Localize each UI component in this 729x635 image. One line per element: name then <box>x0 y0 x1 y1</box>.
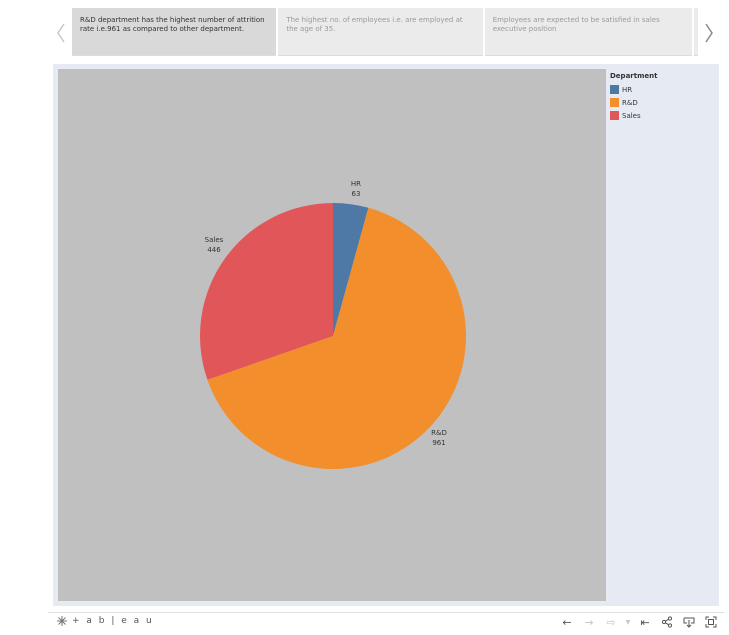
dropdown-icon: ▼ <box>625 618 631 626</box>
legend-label-sales: Sales <box>622 111 641 120</box>
redo-button[interactable]: → <box>580 614 598 630</box>
pie-slice-sales[interactable] <box>199 203 333 380</box>
reset-button[interactable]: ⇤ <box>636 614 654 630</box>
legend-swatch-rd <box>610 98 619 107</box>
story-point-3[interactable]: Employees are expected to be satisfied i… <box>484 8 693 56</box>
story-point-4[interactable] <box>694 8 698 56</box>
fullscreen-button[interactable] <box>702 614 720 630</box>
legend-item-hr[interactable]: HR <box>610 83 710 96</box>
slice-label-value-sales: 446 <box>207 246 221 254</box>
dashboard-panel: HR 63 R&D 961 Sales 446 Department HR R&D Sal… <box>53 64 719 606</box>
legend-title: Department <box>610 72 658 80</box>
pie-slice-hr[interactable] <box>333 203 369 336</box>
toolbar-actions: ← → ⇨ ▼ ⇤ <box>558 614 720 630</box>
slice-label-name-hr: HR <box>351 180 361 188</box>
tableau-logo[interactable]: + a b | e a u <box>56 615 154 627</box>
department-legend: Department HR R&D Sales <box>610 72 710 122</box>
reset-icon: ⇤ <box>640 615 650 629</box>
story-navigator: R&D department has the highest number of… <box>50 8 720 58</box>
slice-label-name-sales: Sales <box>205 236 224 244</box>
chevron-left-icon <box>57 23 65 43</box>
fullscreen-icon <box>705 616 717 628</box>
undo-icon: ← <box>562 615 572 629</box>
story-point-1-text: R&D department has the highest number of… <box>80 16 265 33</box>
pie-slice-rd[interactable] <box>207 207 467 470</box>
revert-icon: ⇨ <box>606 615 616 629</box>
viz-toolbar: + a b | e a u ← → ⇨ ▼ ⇤ <box>48 612 724 631</box>
download-icon <box>683 617 695 628</box>
story-point-1[interactable]: R&D department has the highest number of… <box>72 8 277 56</box>
undo-button[interactable]: ← <box>558 614 576 630</box>
revert-button[interactable]: ⇨ <box>602 614 620 630</box>
story-point-3-text: Employees are expected to be satisfied i… <box>492 16 660 33</box>
revert-dropdown[interactable]: ▼ <box>624 614 632 630</box>
story-points: R&D department has the highest number of… <box>72 8 698 58</box>
slice-label-value-hr: 63 <box>352 190 361 198</box>
download-button[interactable] <box>680 614 698 630</box>
legend-item-rd[interactable]: R&D <box>610 96 710 109</box>
share-icon <box>661 616 673 628</box>
share-button[interactable] <box>658 614 676 630</box>
redo-icon: → <box>584 615 594 629</box>
pie-chart-area[interactable]: HR 63 R&D 961 Sales 446 <box>58 69 606 601</box>
legend-item-sales[interactable]: Sales <box>610 109 710 122</box>
next-story-button[interactable] <box>698 8 720 58</box>
legend-swatch-sales <box>610 111 619 120</box>
tableau-wordmark: + a b | e a u <box>72 616 154 626</box>
tableau-cross-icon <box>57 616 67 626</box>
legend-label-rd: R&D <box>622 98 638 107</box>
slice-label-name-rd: R&D <box>431 429 447 437</box>
pie-chart[interactable]: HR 63 R&D 961 Sales 446 <box>58 69 606 601</box>
story-point-2-text: The highest no. of employees i.e. are em… <box>286 16 463 33</box>
legend-swatch-hr <box>610 85 619 94</box>
story-point-2[interactable]: The highest no. of employees i.e. are em… <box>278 8 483 56</box>
chevron-right-icon <box>705 23 713 43</box>
slice-label-value-rd: 961 <box>432 439 445 447</box>
legend-label-hr: HR <box>622 85 633 94</box>
previous-story-button[interactable] <box>50 8 72 58</box>
